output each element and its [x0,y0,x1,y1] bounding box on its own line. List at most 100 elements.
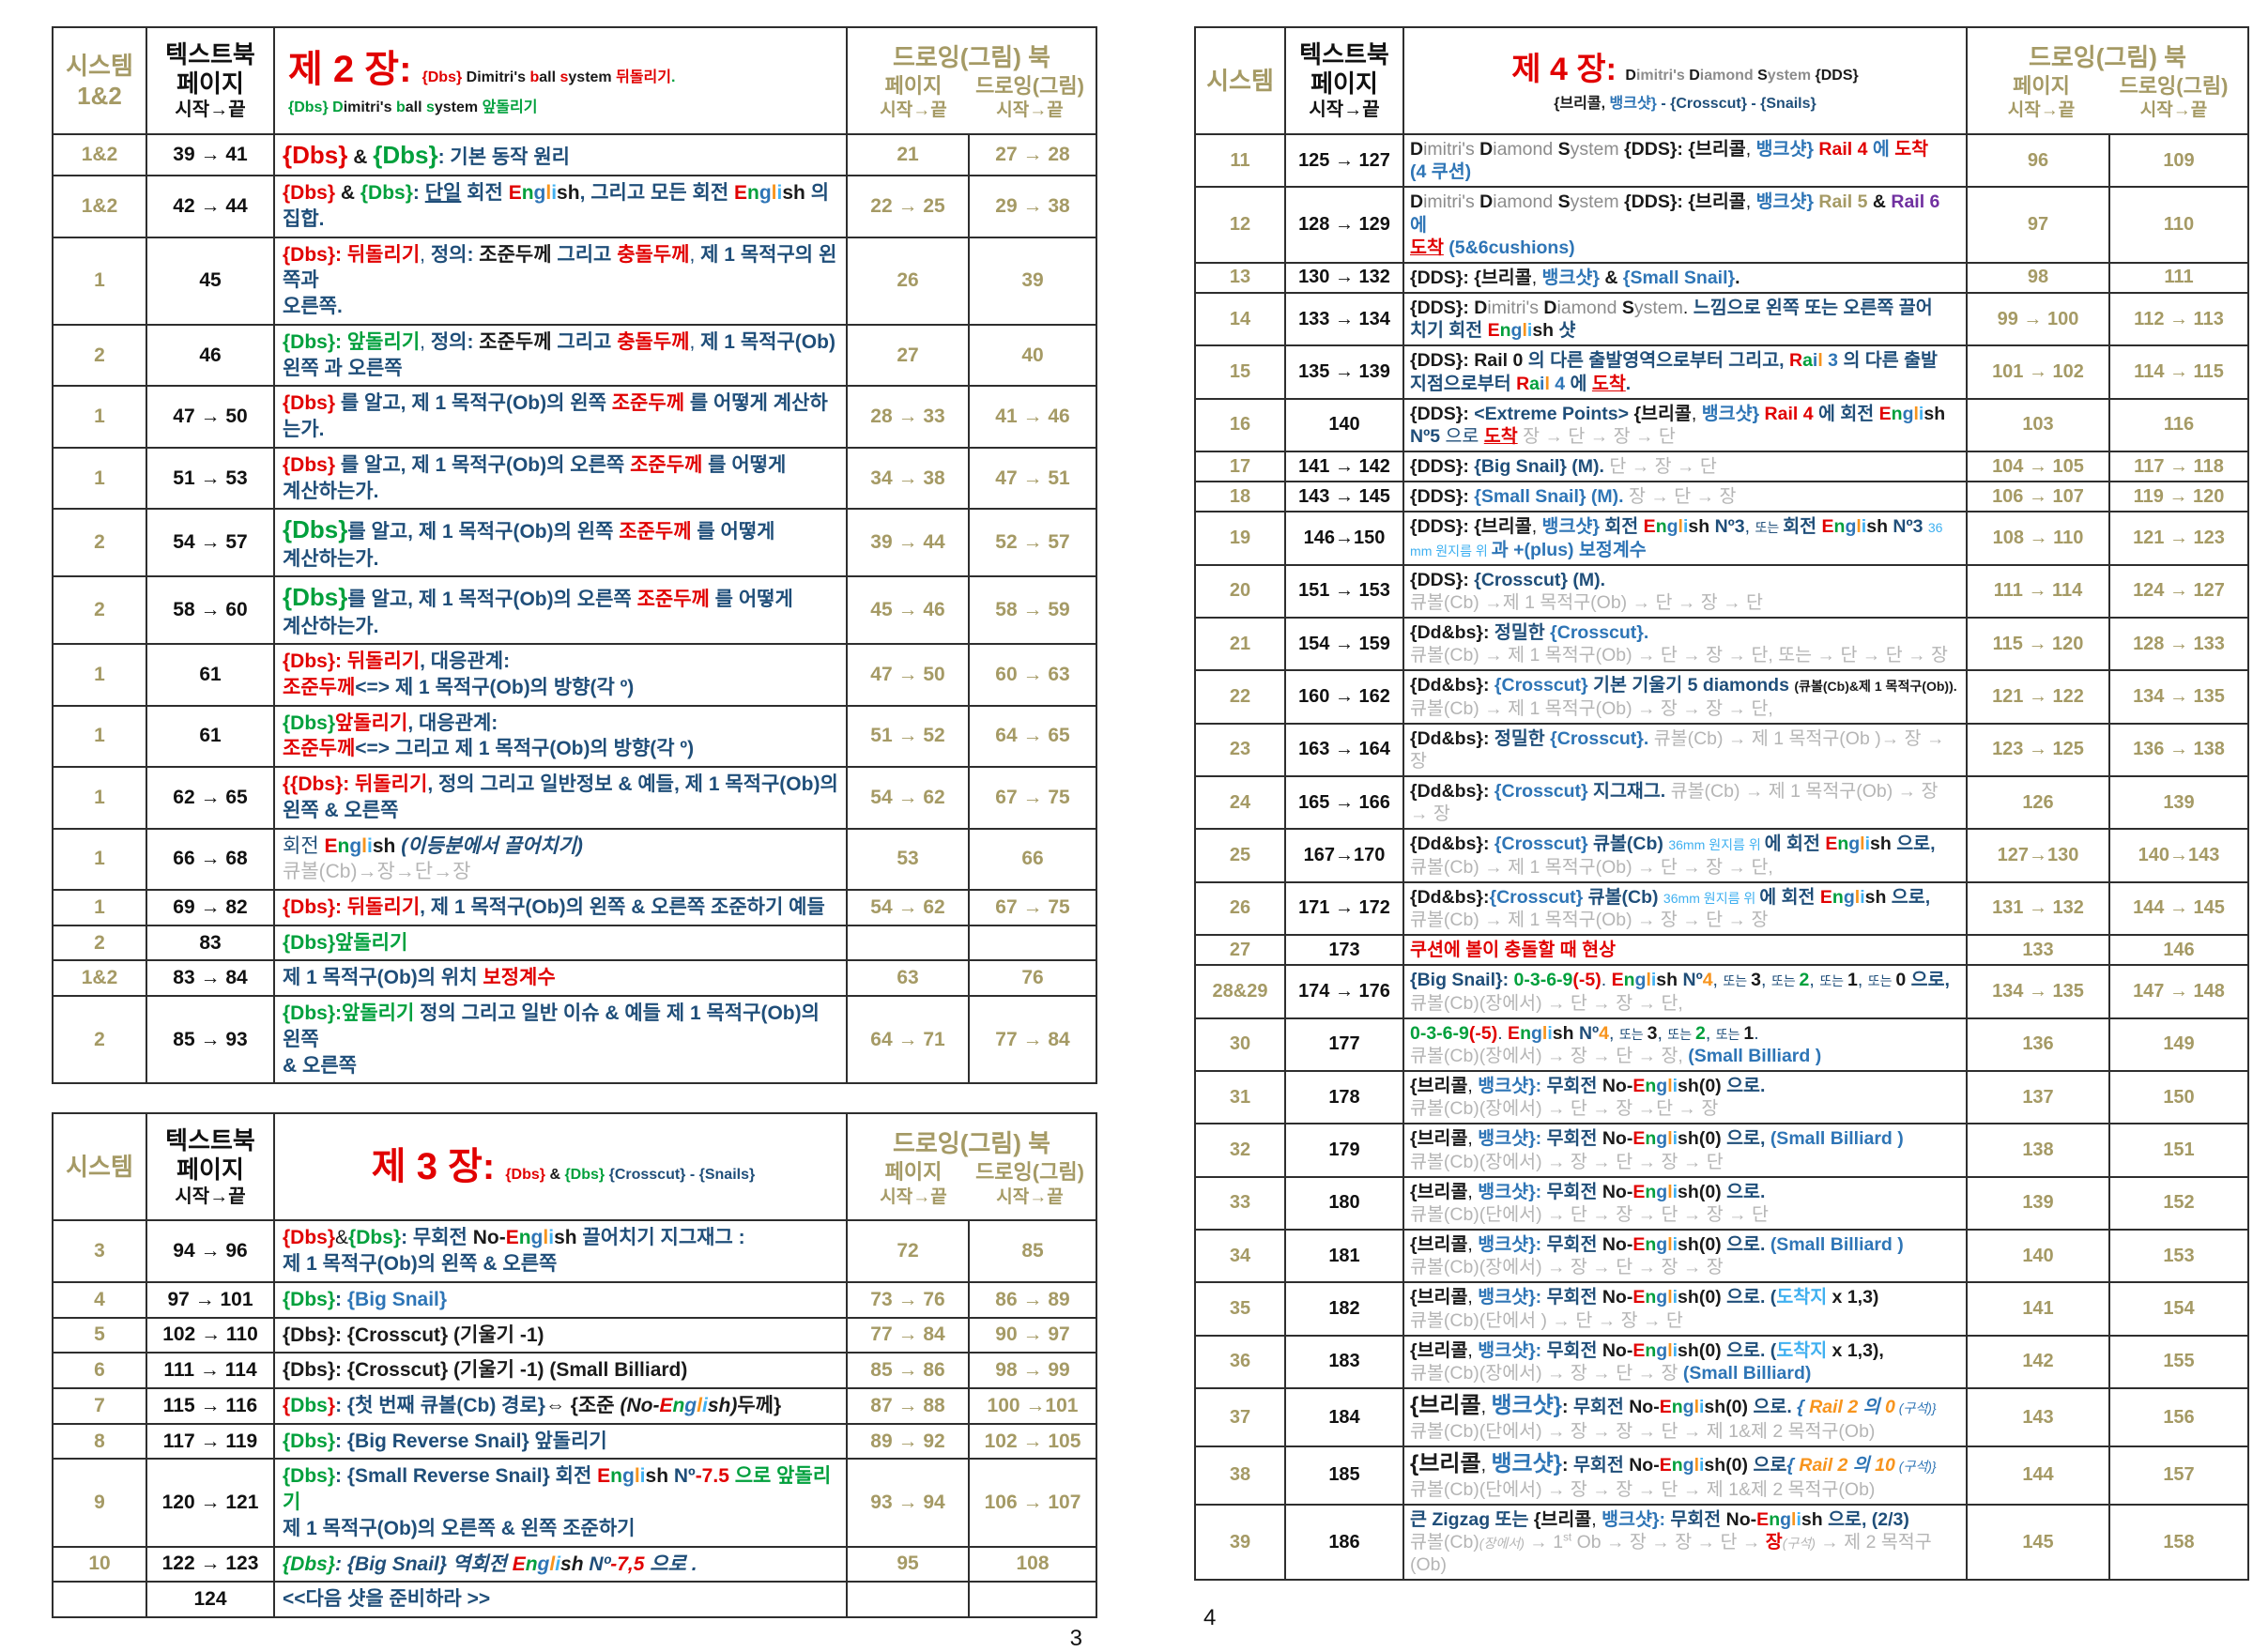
text-line: {브리콜, 뱅크샷}: 무회전 No-English(0) 으로{ Rail 2… [1410,1450,1960,1478]
text-line: 계산하는가. [283,614,838,640]
table-row: 2 85 → 93 {Dbs}:앞돌리기 정의 그리고 일반 이슈 & 예들 제 1… [52,995,1097,1085]
content-cell: {Dbs} 를 알고, 제 1 목적구(Ob)의 왼쪽 조준두께 를 어떻게 계… [273,385,848,449]
content-cell: {DDS}: Rail 0 의 다른 출발영역으로부터 그리고, Rail 3 … [1402,344,1968,400]
drawing-numbers-cell: 110 [2108,186,2249,264]
text-line: & 오른쪽 [283,1053,838,1079]
text-segment: English [1643,516,1710,538]
text-segment: 무회전 [1572,1397,1630,1418]
system-header: 시스템 [52,1112,147,1222]
drawing-pages-cell: 45 → 46 [846,575,970,646]
text-segment: 지그재그. [1593,781,1671,803]
text-line: {Dbs}앞돌리기, 대응관계: [283,711,838,737]
drawing-pages-cell: 34 → 38 [846,446,970,511]
text-line: {브리콜, 뱅크샷}: 무회전 No-English(0) 으로. { Rail… [1410,1392,1960,1420]
content-cell: {브리콜, 뱅크샷}: 무회전 No-English(0) 으로. 큐볼(Cb)(… [1402,1175,1968,1231]
text-segment: ⇔ [544,1394,565,1416]
text-line: 큰 Zigzag 또는 {브리콜, 뱅크샷}: 무회전 No-English 으… [1410,1508,1960,1531]
drawing-numbers-cell: 52 → 57 [968,508,1097,578]
text-segment: (이등분에서 끌어치기) [395,834,583,857]
text-segment: {Snails} [1760,96,1816,113]
text-line: {{Dbs}: 뒤돌리기, 정의 그리고 일반정보 & 예들, 제 1 목적구(… [283,772,838,798]
text-segment: 에 [1410,214,1427,236]
text-segment: 도착 [1591,373,1626,394]
table-row: 15 135 → 139 {DDS}: Rail 0 의 다른 출발영역으로부터 그… [1194,344,2249,400]
text-segment: English [1632,1076,1699,1097]
content-cell: {Dbs}:앞돌리기 정의 그리고 일반 이슈 & 예들 제 1 목적구(Ob)… [273,995,848,1085]
table-row: 28&29 174 → 176 {Big Snail}: 0-3-6-9(-5). … [1194,964,2249,1019]
text-segment: 무회전 [1546,1181,1602,1202]
text-segment: (큐볼(Cb)&제 1 목적구(Ob)). [1794,679,1957,695]
drawing-numbers-cell: 112 → 113 [2108,292,2249,347]
content-cell: {Dbs}: {첫 번째 큐볼(Cb) 경로}⇔ {조준 (No-English… [273,1386,848,1425]
text-segment: - [1656,96,1671,113]
table-row: 10 122 → 123 {Dbs}: {Big Snail} 역회전 Englis… [52,1545,1097,1583]
text-segment: {Dbs} [283,141,348,169]
textbook-pages-cell: 182 [1284,1281,1404,1337]
drawing-numbers-cell: 144 → 145 [2108,880,2249,937]
content-cell: {브리콜, 뱅크샷}: 무회전 No-English(0) 으로. (Small… [1402,1229,1968,1284]
text-segment: No- [1602,1076,1633,1097]
drawing-pages-cell: 22 → 25 [846,175,970,238]
system-cell: 1 [52,236,147,326]
text-segment: 제 4 장: [1511,51,1626,87]
text-segment: -7,5 [610,1553,645,1575]
text-segment: 뱅크샷} [1701,403,1765,424]
table-row: 124 <<다음 샷을 준비하라 >> [52,1581,1097,1618]
textbook-pages-cell: 45 [146,236,275,326]
text-segment: , [1591,1508,1602,1530]
text-segment: , [1857,970,1868,991]
text-segment: 큐볼(Cb)(장에서) → 장 → 단 → 장, [1410,1045,1689,1066]
text-segment: (0) [1698,1234,1722,1256]
text-segment: {브리콜 [1688,191,1746,213]
content-cell: {Dbs} 를 알고, 제 1 목적구(Ob)의 오른쪽 조준두께 를 어떻게 계… [273,446,848,511]
text-segment: 에 회전 [1813,403,1879,424]
text-segment: Rail [1788,350,1823,372]
textbook-pages-cell: 184 [1284,1387,1404,1447]
textbook-pages-cell: 120 → 121 [146,1458,275,1548]
text-segment: 으로, [1906,970,1950,991]
text-segment: No- [1602,1287,1633,1308]
drawing-numbers-cell [968,924,1097,962]
table-row: 2 58 → 60 {Dbs}를 알고, 제 1 목적구(Ob)의 오른쪽 조준두께… [52,575,1097,646]
drawing-numbers-cell: 64 → 65 [968,704,1097,769]
text-segment: {브리콜 [1410,1339,1468,1361]
text-segment: 도착 [1410,237,1444,258]
text-segment: S [1557,139,1571,160]
system-cell: 1 [52,643,147,707]
text-segment: English [1659,1455,1726,1476]
drawing-numbers-cell: 27 → 28 [968,132,1097,177]
content-cell: {Dbs}: {Crosscut} (기울기 -1) [273,1316,848,1354]
text-segment: Nº [1678,970,1703,991]
text-segment: iamond [1699,67,1758,84]
text-segment: 2 [1695,1022,1706,1044]
text-segment: {DDS}: [1410,403,1475,424]
text-segment: 장 → 단 → 장 [1628,486,1737,508]
text-segment: 를 알고, 제 1 목적구(Ob)의 왼쪽 [347,521,620,543]
text-segment: 장 [1765,1532,1783,1553]
system-cell: 12 [1194,186,1286,264]
text-segment: Rail [1516,373,1550,394]
text-segment: Nº [583,1553,611,1575]
text-segment: imitri's [1635,67,1690,84]
drawing-numbers-cell: 90 → 97 [968,1316,1097,1354]
text-segment: S [1757,67,1768,84]
text-segment: {Crosscut} (M). [1474,569,1606,590]
content-cell: {DDS}: {Small Snail} (M). 장 → 단 → 장 [1402,481,1968,513]
text-segment: Rail 2 [1799,1455,1848,1476]
text-segment: <<다음 샷을 준비하라 >> [283,1588,491,1611]
content-cell: {DDS}: Dimitri's Diamond System. 느낌으로 왼쪽… [1402,292,1968,347]
text-line: {Dd&bs}: {Crosscut} 기본 기울기 5 diamonds (큐… [1410,674,1960,696]
text-segment: : [335,1288,347,1310]
text-segment: Rail 6 [1891,191,1940,213]
drawing-numbers-cell: 41 → 46 [968,385,1097,449]
text-line: 오른쪽. [283,294,838,320]
text-segment: 뒤돌리기 [355,773,428,796]
text-segment: iamond [1493,191,1558,213]
drawing-pages-cell: 85 → 86 [846,1352,970,1389]
text-segment: : [412,182,425,205]
system-cell: 14 [1194,292,1286,347]
textbook-pages-cell: 151 → 153 [1284,563,1404,620]
text-segment: 큐볼(Cb)(단에서 ) → 단 → 장 → 단 [1410,1309,1683,1331]
text-segment: {브리콜 [1688,139,1746,160]
textbook-pages-cell: 174 → 176 [1284,964,1404,1019]
